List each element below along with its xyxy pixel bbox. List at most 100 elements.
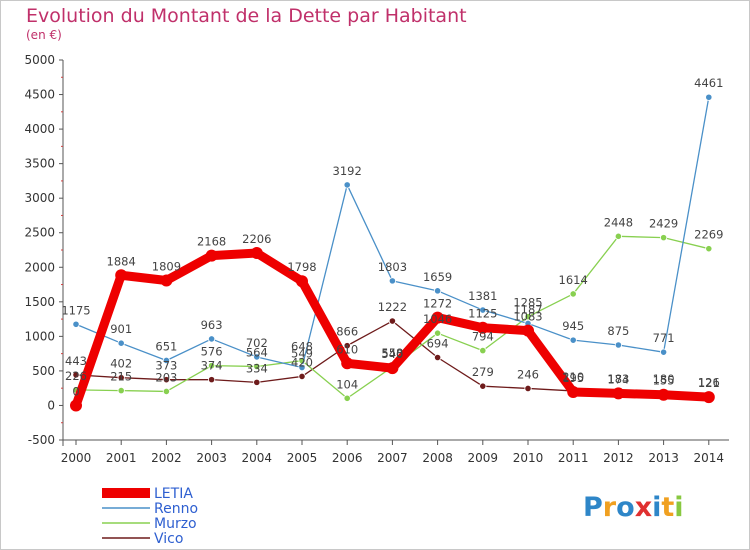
y-tick-label: 2500 — [24, 226, 55, 240]
data-label: 2206 — [242, 232, 271, 246]
data-point — [341, 357, 354, 370]
x-tick-label: 2003 — [196, 451, 227, 465]
data-label: 226 — [65, 369, 87, 383]
data-label: 564 — [246, 345, 268, 359]
data-point — [569, 336, 577, 344]
data-label: 155 — [653, 374, 675, 388]
data-point — [205, 249, 218, 262]
data-label: 1222 — [378, 300, 407, 314]
data-label: 0 — [72, 384, 79, 398]
data-label: 1272 — [423, 297, 452, 311]
data-point — [253, 362, 261, 371]
data-point — [431, 311, 444, 324]
x-tick-label: 2004 — [242, 451, 273, 465]
y-tick-label: 1000 — [24, 329, 55, 343]
data-label: 334 — [246, 361, 268, 375]
data-label: 1614 — [559, 273, 588, 287]
data-label: 443 — [65, 354, 87, 368]
data-label: 4461 — [694, 76, 723, 90]
data-point — [343, 181, 351, 189]
data-point — [567, 385, 580, 398]
data-label: 1083 — [513, 310, 542, 324]
data-point — [117, 374, 125, 382]
x-tick-label: 2007 — [377, 451, 408, 465]
x-tick-label: 2006 — [332, 451, 363, 465]
legend-label-murzo: Murzo — [154, 516, 197, 532]
legend-label-letia: LETIA — [154, 486, 193, 502]
data-point — [72, 371, 80, 379]
data-point — [476, 321, 489, 334]
chart-title: Evolution du Montant de la Dette par Hab… — [26, 5, 467, 27]
x-tick-label: 2002 — [151, 451, 182, 465]
data-label: 901 — [110, 322, 132, 336]
data-point — [479, 382, 487, 390]
data-label: 702 — [246, 336, 268, 350]
data-point — [253, 353, 261, 361]
data-label: 104 — [336, 377, 358, 391]
data-label: 576 — [201, 345, 223, 359]
data-label: 610 — [336, 342, 358, 356]
logo-letter: o — [616, 492, 635, 523]
data-label: 945 — [562, 319, 584, 333]
data-point — [388, 277, 396, 285]
x-tick-label: 2013 — [648, 451, 679, 465]
data-label: 2429 — [649, 217, 678, 231]
data-label: 540 — [381, 347, 403, 361]
data-label: 1046 — [423, 312, 452, 326]
data-point — [343, 394, 351, 402]
data-label: 2448 — [604, 215, 633, 229]
data-point — [433, 353, 442, 362]
data-point — [522, 324, 534, 337]
data-label: 373 — [155, 359, 177, 373]
y-tick-label: 4500 — [24, 88, 55, 102]
data-point — [70, 399, 82, 412]
data-point — [296, 275, 308, 288]
x-tick-label: 2001 — [106, 451, 137, 465]
y-tick-label: 3000 — [24, 191, 55, 205]
data-label: 875 — [607, 324, 629, 338]
data-label: 771 — [653, 331, 675, 345]
data-label: 210 — [562, 370, 584, 384]
data-point — [117, 386, 125, 395]
logo-letter: i — [652, 492, 662, 523]
data-label: 866 — [336, 325, 358, 339]
logo-letter: t — [661, 492, 675, 523]
data-label: 549 — [291, 347, 313, 361]
data-point — [117, 339, 125, 347]
data-label: 794 — [472, 330, 494, 344]
data-point — [115, 269, 128, 282]
data-label: 126 — [698, 376, 720, 390]
data-label: 1125 — [468, 307, 497, 321]
data-label: 203 — [155, 370, 177, 384]
data-label: 1285 — [513, 296, 542, 310]
logo-letter: r — [602, 492, 617, 523]
y-tick-label: 5000 — [24, 53, 55, 67]
data-point — [72, 320, 80, 328]
data-point — [569, 290, 577, 298]
legend-label-renno: Renno — [154, 501, 198, 517]
y-tick-label: -500 — [28, 433, 55, 447]
y-tick-label: 3500 — [24, 157, 55, 171]
data-point — [614, 341, 623, 349]
x-tick-label: 2014 — [694, 451, 725, 465]
data-point — [524, 384, 532, 393]
proxiti-logo: Proxiti — [583, 492, 684, 523]
data-label: 374 — [201, 359, 223, 373]
data-point — [343, 342, 351, 350]
data-point — [657, 388, 670, 401]
chart-subtitle: (en €) — [26, 28, 62, 42]
data-point — [479, 306, 487, 314]
data-point — [208, 335, 216, 343]
data-label: 121 — [698, 376, 720, 390]
data-label: 180 — [653, 372, 675, 386]
data-point — [659, 348, 668, 356]
data-point — [162, 356, 170, 365]
logo-letter: x — [634, 492, 653, 523]
data-label: 420 — [291, 355, 313, 369]
y-tick-label: 2000 — [24, 260, 55, 274]
data-point — [208, 362, 216, 370]
data-label: 963 — [201, 318, 223, 332]
data-label: 1659 — [423, 270, 452, 284]
data-point — [433, 329, 442, 337]
data-label: 1884 — [107, 254, 136, 268]
